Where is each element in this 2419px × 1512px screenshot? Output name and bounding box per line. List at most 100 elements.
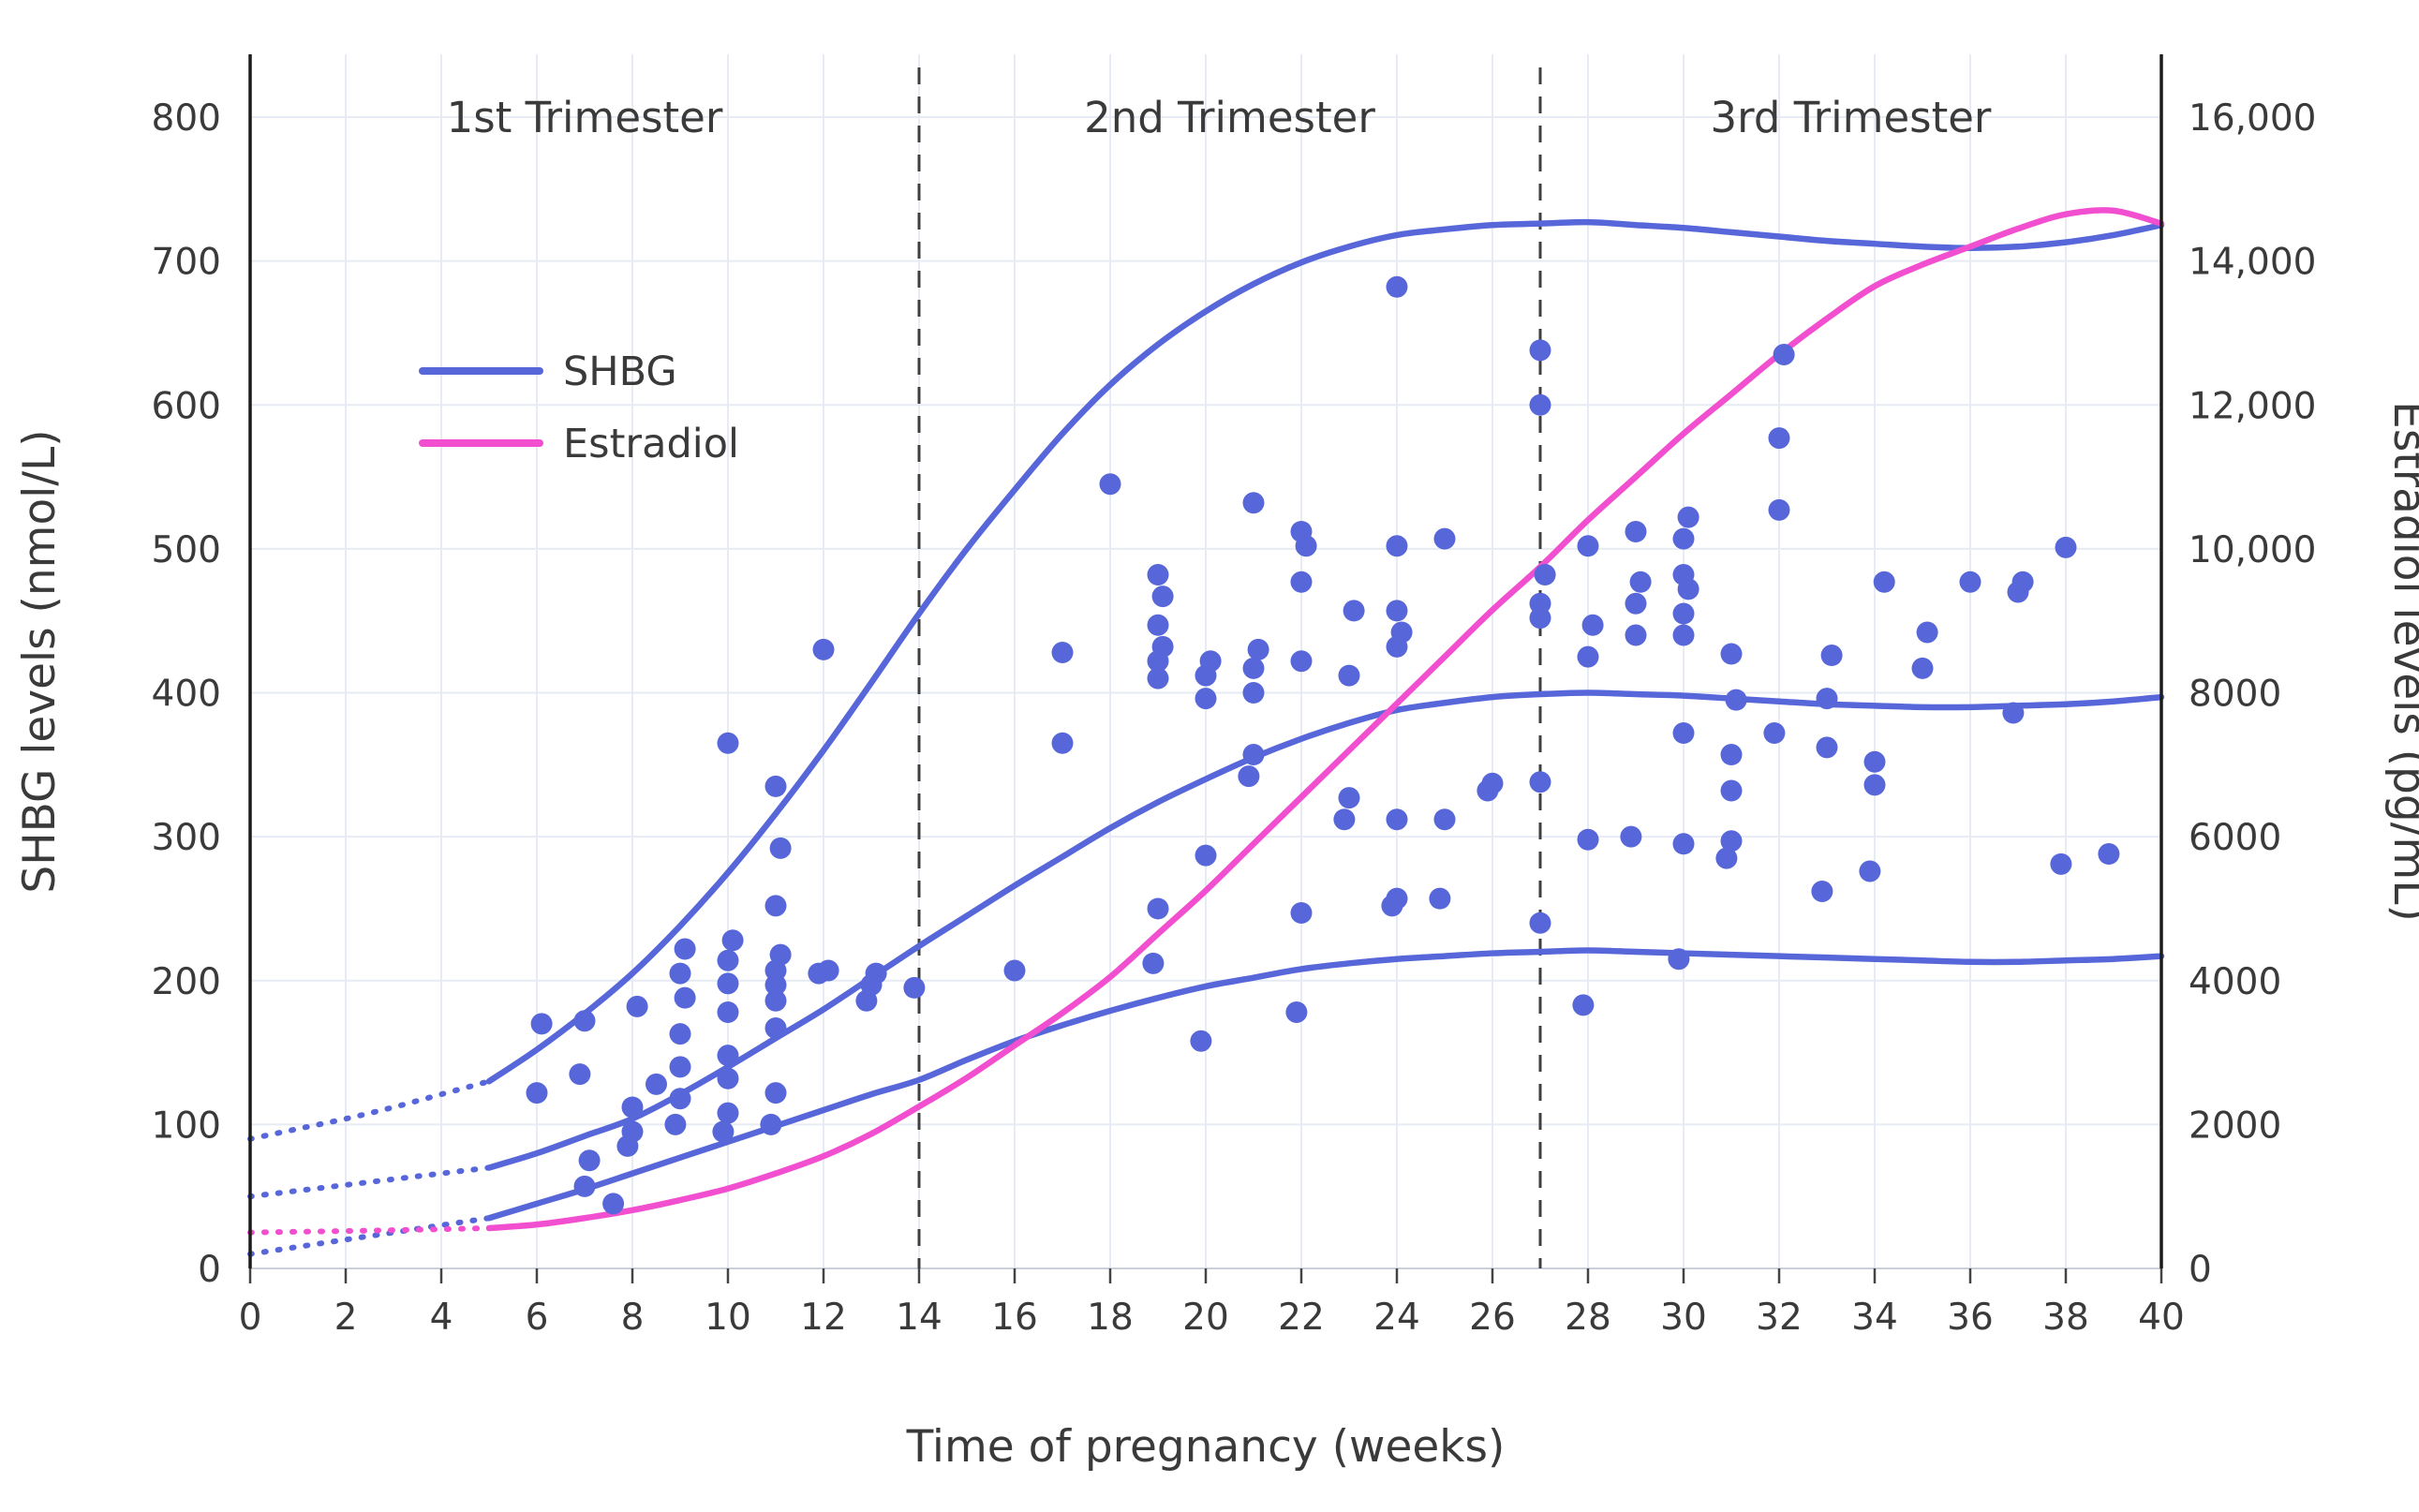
y-right-tick-label: 4000 [2189, 961, 2281, 1003]
y-axis-title-left: SHBG levels (nmol/L) [14, 429, 66, 893]
scatter-point [1577, 535, 1599, 557]
x-tick-label: 38 [2042, 1297, 2089, 1339]
trimester-labels: 1st Trimester 2nd Trimester 3rd Trimeste… [447, 93, 1992, 142]
y-left-tick-label: 100 [152, 1104, 221, 1147]
scatter-point [769, 943, 792, 966]
scatter-point [1629, 571, 1652, 593]
y-right-tick-label: 6000 [2189, 817, 2281, 859]
shbg-lower-curve-dotted [247, 1215, 492, 1257]
scatter-point [2002, 702, 2025, 724]
scatter-point [1720, 830, 1743, 852]
scatter-point [1577, 645, 1599, 668]
scatter-point [526, 1082, 548, 1104]
scatter-point [1763, 722, 1786, 745]
scatter-point [1290, 650, 1313, 673]
scatter-point [2098, 843, 2120, 866]
scatter-point [1195, 844, 1217, 867]
scatter-point [1768, 427, 1790, 450]
y-left-tick-label: 800 [152, 97, 221, 140]
scatter-point [1147, 614, 1169, 636]
shbg-mid-curve-dotted [247, 1164, 492, 1200]
scatter-point [1338, 664, 1360, 687]
scatter-point [1529, 393, 1551, 416]
scatter-point [1811, 881, 1833, 903]
y-right-tick-label: 0 [2189, 1249, 2212, 1291]
scatter-point [760, 1113, 782, 1135]
scatter-point [1433, 527, 1456, 550]
scatter-point [1238, 765, 1260, 788]
y-right-tick-label: 12,000 [2189, 385, 2316, 427]
x-tick-label: 4 [430, 1297, 453, 1339]
scatter-point [1873, 571, 1895, 593]
scatter-point [569, 1063, 591, 1086]
trimester-label: 3rd Trimester [1711, 93, 1992, 142]
scatter-point [717, 1001, 739, 1024]
x-tick-label: 20 [1182, 1297, 1229, 1339]
y-right-tick-label: 16,000 [2189, 97, 2316, 140]
scatter-point [1242, 492, 1265, 514]
scatter-point [1199, 650, 1222, 673]
scatter-point [1051, 732, 1074, 754]
scatter-point [1863, 774, 1886, 796]
scatter-point [1099, 473, 1121, 496]
x-tick-label: 10 [705, 1297, 751, 1339]
scatter-point [865, 962, 887, 985]
scatter-point [573, 1010, 596, 1032]
y-left-tick-label: 200 [152, 961, 221, 1003]
scatter-point [1386, 535, 1408, 557]
scatter-point [573, 1175, 596, 1197]
scatter-point [1820, 645, 1843, 667]
scatter-point [1773, 343, 1795, 365]
scatter-point [621, 1120, 644, 1143]
shbg-mid-curve [485, 689, 2165, 1171]
scatter-point [1151, 635, 1174, 658]
scatter-point [621, 1096, 644, 1119]
scatter-point [1625, 520, 1647, 542]
y-left-tick-label: 700 [152, 242, 221, 284]
x-tick-label: 2 [334, 1297, 358, 1339]
y-left-tick-label: 400 [152, 674, 221, 716]
estradiol-curve [485, 207, 2165, 1232]
scatter-point [669, 1056, 691, 1078]
scatter-point [769, 837, 792, 859]
x-tick-label: 12 [800, 1297, 847, 1339]
scatter-point [669, 962, 691, 985]
scatter-point [717, 1067, 739, 1090]
y-right-tick-label: 10,000 [2189, 529, 2316, 571]
scatter-point [1390, 621, 1413, 644]
scatter-point [764, 989, 787, 1012]
estradiol-curve-dotted [247, 1224, 492, 1236]
y-right-tick-label: 2000 [2189, 1104, 2281, 1147]
scatter-point [1333, 808, 1356, 831]
trimester-label: 1st Trimester [447, 93, 723, 142]
scatter-point [764, 1016, 787, 1039]
x-tick-label: 26 [1469, 1297, 1516, 1339]
scatter-point [721, 929, 744, 952]
legend: SHBG Estradiol [419, 348, 739, 467]
scatter-point [1386, 275, 1408, 298]
scatter-point [664, 1113, 687, 1135]
x-tick-label: 18 [1087, 1297, 1134, 1339]
scatter-point [1529, 771, 1551, 793]
scatter-point [1672, 722, 1695, 745]
scatter-point [717, 949, 739, 971]
scatter-point [1481, 772, 1504, 794]
shbg-lower-curve [485, 947, 2165, 1222]
scatter-point [1668, 948, 1690, 971]
x-tick-label: 0 [239, 1297, 262, 1339]
scatter-point [1816, 736, 1838, 759]
scatter-point [1863, 750, 1886, 773]
scatter-point [1290, 902, 1313, 925]
scatter-point [1529, 912, 1551, 934]
scatter-point [1290, 571, 1313, 593]
scatter-point [1147, 897, 1169, 920]
scatter-point [1247, 638, 1269, 660]
scatter-point [1577, 828, 1599, 851]
axis-ticks: 0 2 4 6 8 10 12 14 16 18 20 22 24 26 28 30 32 34 36 38 40010… [152, 97, 2317, 1339]
scatter-point [812, 638, 835, 660]
y-left-tick-label: 500 [152, 529, 221, 571]
scatter-point [1715, 847, 1738, 869]
shbg-upper-curve [485, 218, 2165, 1085]
